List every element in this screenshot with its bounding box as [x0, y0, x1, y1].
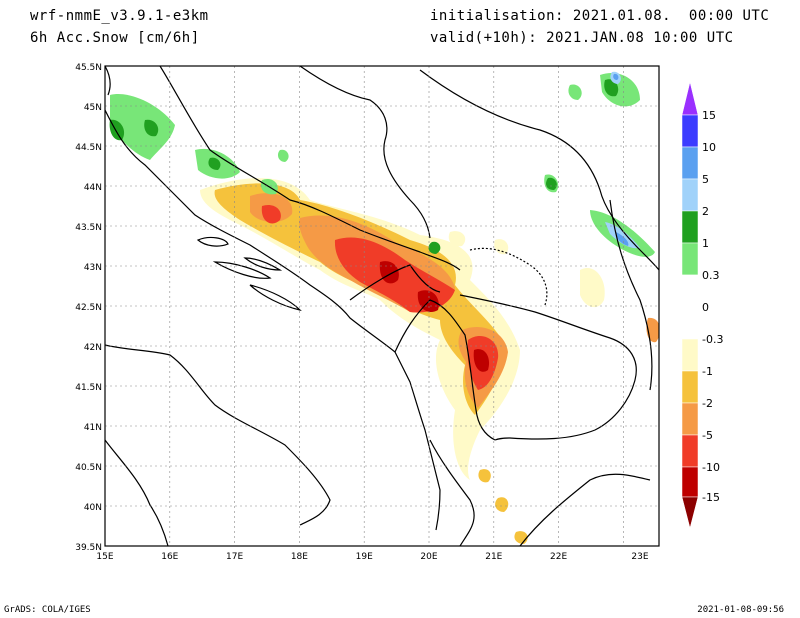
colorbar-label: 10 [702, 141, 716, 154]
italy-coast [105, 344, 331, 526]
lon-label: 18E [291, 552, 308, 562]
map-frame [104, 65, 660, 547]
colorbar [681, 81, 699, 529]
lat-label: 45.5N [75, 63, 102, 73]
lat-label: 40.5N [75, 463, 102, 473]
colorbar-label: 0.3 [702, 269, 720, 282]
lat-label: 40N [84, 503, 102, 513]
northern-coast-italy [105, 66, 111, 96]
snow-area-green [546, 79, 619, 190]
island-3 [249, 284, 302, 312]
colorbar-top-arrow [681, 81, 699, 116]
lat-label: 44.5N [75, 143, 102, 153]
lon-label: 15E [96, 552, 113, 562]
snow-area-yellow [514, 531, 528, 544]
greece-coast [429, 439, 651, 546]
colorbar-swatch [681, 210, 699, 244]
colorbar-swatch [681, 370, 699, 404]
border-macedonia [459, 294, 637, 441]
lon-label: 19E [356, 552, 373, 562]
island-4 [243, 257, 283, 271]
snow-area-lightgreen [110, 94, 289, 195]
island-1 [196, 236, 229, 247]
lat-label: 42N [84, 343, 102, 353]
colorbar-swatch [681, 434, 699, 468]
valid-time: valid(+10h): 2021.JAN.08 10:00 UTC [430, 30, 734, 46]
colorbar-swatch [681, 242, 699, 276]
lat-label: 45N [84, 103, 102, 113]
lon-label: 23E [631, 552, 648, 562]
colorbar-swatch [681, 114, 699, 148]
colorbar-bottom-arrow [681, 496, 699, 529]
lon-label: 16E [161, 552, 178, 562]
colorbar-labels: 15 10 5 2 1 0.3 0 -0.3 -1 -2 -5 -10 -15 [702, 109, 723, 504]
snow-area-yellow [214, 183, 506, 415]
snow-area-orange [250, 193, 508, 408]
run-timestamp: 2021-01-08-09:56 [697, 605, 784, 615]
lat-label: 43N [84, 263, 102, 273]
colorbar-label: -1 [702, 365, 713, 378]
colorbar-swatch [681, 338, 699, 372]
lat-label: 44N [84, 183, 102, 193]
colorbar-label: -0.3 [702, 333, 723, 346]
colorbar-label: 0 [702, 301, 709, 314]
colorbar-label: 1 [702, 237, 709, 250]
island-2 [212, 261, 272, 279]
lon-label: 22E [550, 552, 567, 562]
border-albania [394, 299, 496, 441]
kosovo-border [469, 247, 548, 306]
snow-area-darkred [379, 261, 490, 372]
coastlines-borders [105, 66, 659, 546]
lat-label: 39.5N [75, 543, 102, 553]
colorbar-swatch [681, 466, 699, 498]
colorbar-label: -10 [702, 461, 720, 474]
lon-label: 20E [420, 552, 437, 562]
lat-label: 41N [84, 423, 102, 433]
snow-area-cream [448, 231, 466, 247]
lat-label: 41.5N [75, 383, 102, 393]
colorbar-swatch [681, 306, 699, 340]
colorbar-swatch [681, 146, 699, 180]
lat-label: 43.5N [75, 223, 102, 233]
lat-axis: 45.5N 45N 44.5N 44N 43.5N 43N 42.5N 42N … [75, 63, 102, 553]
lon-label: 17E [226, 552, 243, 562]
colorbar-label: 5 [702, 173, 709, 186]
colorbar-label: -15 [702, 491, 720, 504]
lat-label: 42.5N [75, 303, 102, 313]
colorbar-label: -2 [702, 397, 713, 410]
snow-area-lightgreen [544, 72, 655, 257]
field-title: 6h Acc.Snow [cm/6h] [30, 30, 200, 46]
lon-axis: 15E 16E 17E 18E 19E 20E 21E 22E 23E [96, 552, 648, 562]
snow-area-yellow [495, 497, 509, 512]
border-montenegro [349, 264, 441, 301]
snow-field-layer [109, 71, 659, 544]
colorbar-label: 15 [702, 109, 716, 122]
grads-credit: GrADS: COLA/IGES [4, 605, 91, 615]
colorbar-label: 2 [702, 205, 709, 218]
lon-label: 21E [485, 552, 502, 562]
colorbar-swatch [681, 402, 699, 436]
model-title: wrf-nmmE_v3.9.1-e3km [30, 8, 209, 24]
snow-area-cream [494, 239, 509, 255]
colorbar-label: -5 [702, 429, 713, 442]
border-north [159, 66, 461, 271]
border-serbia-east [419, 69, 659, 271]
italy-heel [105, 439, 169, 546]
border-croatia-bosnia [299, 66, 431, 239]
colorbar-swatch [681, 274, 699, 308]
snow-area-yellow [478, 469, 491, 483]
colorbar-swatch [681, 178, 699, 212]
adriatic-east-coast [105, 109, 441, 531]
snow-area-cream [580, 268, 605, 308]
border-bulgaria [609, 199, 653, 391]
init-time: initialisation: 2021.01.08. 00:00 UTC [430, 8, 770, 24]
snow-area-red [261, 204, 499, 390]
grid-lines [105, 66, 659, 546]
